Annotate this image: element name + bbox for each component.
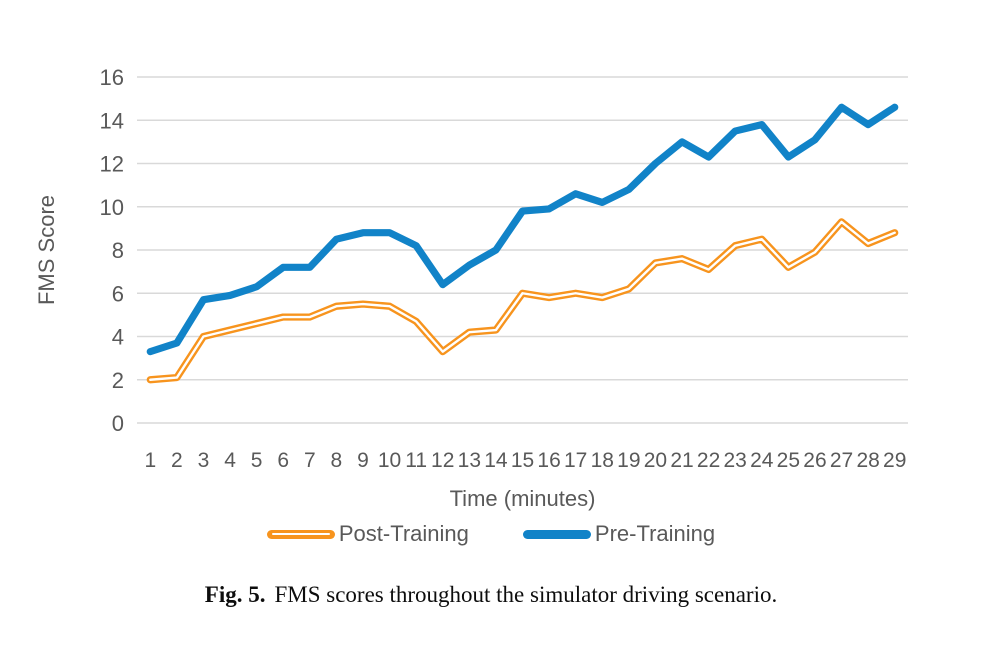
x-tick-label: 14 — [484, 449, 508, 472]
x-tick-label: 3 — [198, 449, 210, 472]
legend-item-post-training: Post-Training — [266, 521, 469, 547]
x-tick-label: 7 — [304, 449, 316, 472]
x-tick-label: 13 — [458, 449, 481, 472]
x-tick-label: 21 — [670, 449, 693, 472]
y-tick-label: 0 — [112, 411, 124, 436]
x-tick-label: 17 — [564, 449, 587, 472]
x-tick-label: 28 — [856, 449, 879, 472]
y-tick-label: 12 — [100, 152, 124, 177]
series-line-inner-post-training — [149, 220, 896, 381]
y-tick-label: 6 — [112, 281, 124, 306]
x-axis-title: Time (minutes) — [449, 486, 596, 511]
y-tick-label: 10 — [100, 195, 124, 220]
post-training-swatch-inner — [271, 532, 330, 536]
legend-label-pre-training: Pre-Training — [594, 521, 716, 546]
y-tick-label: 2 — [112, 368, 124, 393]
x-tick-label: 25 — [777, 449, 800, 472]
x-tick-label: 4 — [224, 449, 236, 472]
x-tick-label: 10 — [378, 449, 401, 472]
x-tick-label: 1 — [144, 449, 156, 472]
x-tick-label: 22 — [697, 449, 720, 472]
x-tick-label: 18 — [591, 449, 614, 472]
figure-caption: Fig. 5. FMS scores throughout the simulat… — [0, 582, 982, 608]
series-line-pre-training — [146, 103, 899, 356]
x-tick-label: 15 — [511, 449, 534, 472]
fms-line-chart: 0 2 4 6 8 10 12 14 16 1 2 3 4 5 6 7 8 9 10 11 12 13 14 15 16 17 18… — [0, 65, 982, 547]
x-tick-label: 23 — [724, 449, 747, 472]
y-tick-label: 16 — [100, 65, 124, 90]
pre-training-swatch-icon — [522, 529, 591, 539]
x-tick-label: 20 — [644, 449, 667, 472]
x-tick-label: 16 — [537, 449, 560, 472]
x-tick-label: 2 — [171, 449, 183, 472]
x-tick-label: 29 — [883, 449, 906, 472]
x-tick-label: 6 — [277, 449, 289, 472]
x-tick-label: 26 — [803, 449, 826, 472]
caption-label: Fig. 5. — [204, 582, 266, 607]
x-tick-label: 24 — [750, 449, 774, 472]
y-axis-title: FMS Score — [34, 194, 59, 306]
legend: Post-Training Pre-Training — [0, 521, 982, 547]
x-tick-label: 12 — [431, 449, 454, 472]
x-tick-label: 27 — [830, 449, 853, 472]
x-tick-label: 11 — [405, 449, 427, 472]
x-tick-label: 9 — [357, 449, 369, 472]
post-training-swatch-icon — [266, 529, 335, 539]
x-tick-label: 5 — [251, 449, 263, 472]
y-tick-label: 14 — [100, 108, 124, 133]
x-tick-label: 8 — [331, 449, 343, 472]
caption-text: FMS scores throughout the simulator driv… — [274, 582, 778, 607]
y-tick-label: 4 — [112, 325, 124, 350]
y-tick-label: 8 — [112, 238, 124, 263]
x-tick-label: 19 — [617, 449, 640, 472]
legend-label-post-training: Post-Training — [338, 521, 469, 546]
legend-item-pre-training: Pre-Training — [522, 521, 716, 547]
series-line-post-training — [146, 218, 899, 384]
